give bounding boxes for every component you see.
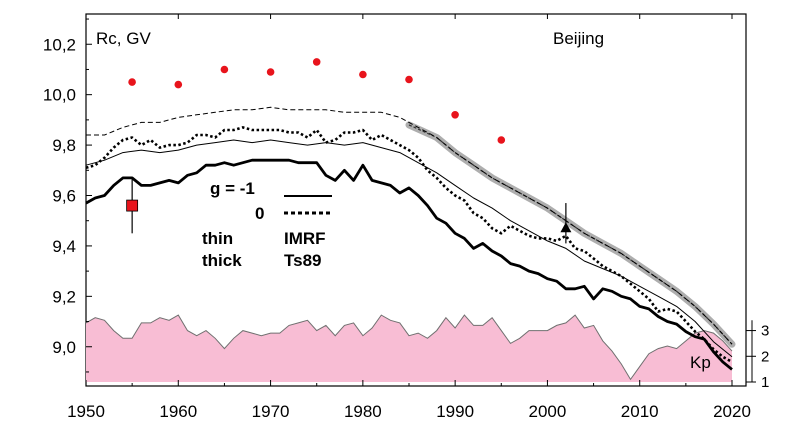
kp-tick-label: 1 xyxy=(761,374,769,391)
y-axis-label: Rc, GV xyxy=(96,29,151,48)
y-tick-label: 9,6 xyxy=(52,187,76,206)
series-layer xyxy=(85,106,733,371)
red-dot xyxy=(312,58,321,66)
red-dot xyxy=(174,80,183,89)
kp-tick-label: 2 xyxy=(761,348,769,365)
x-tick-label: 1990 xyxy=(436,402,474,421)
y-axis: 9,0 9,2 9,4 9,6 9,8 10,0 10,2 xyxy=(43,18,92,373)
x-tick-label: 1970 xyxy=(252,402,290,421)
x-tick-label: 1950 xyxy=(67,402,105,421)
x-axis: 1950 1960 1970 1980 1990 2000 2010 2020 xyxy=(67,14,751,421)
kp-area xyxy=(86,315,732,382)
red-dot xyxy=(266,68,275,76)
kp-layer xyxy=(85,314,733,382)
legend-thick: thick xyxy=(202,251,242,270)
x-tick-label: 2000 xyxy=(529,402,567,421)
red-dot xyxy=(497,136,506,144)
plot-frame xyxy=(85,13,747,387)
legend-g-zero: 0 xyxy=(255,204,264,223)
y-tick-label: 9,2 xyxy=(52,287,76,306)
red-dot xyxy=(128,78,136,86)
red-square xyxy=(126,199,139,212)
kp-axis: 1 2 3 xyxy=(746,320,769,391)
kp-tick-label: 3 xyxy=(761,323,769,340)
red-dot xyxy=(359,70,367,79)
series-solid-thick xyxy=(85,158,733,371)
red-dot xyxy=(405,75,413,84)
y-tick-label: 10,0 xyxy=(43,86,76,105)
series-dashed-thin xyxy=(86,106,733,345)
marker-layer xyxy=(126,58,572,244)
red-dot xyxy=(451,111,459,119)
kp-label: Kp xyxy=(690,353,711,372)
y-tick-label: 9,0 xyxy=(52,338,76,357)
legend-ts89: Ts89 xyxy=(284,251,322,270)
location-label: Beijing xyxy=(553,29,604,48)
series-solid-thin xyxy=(85,139,733,358)
y-tick-label: 10,2 xyxy=(43,35,76,54)
x-tick-label: 2020 xyxy=(713,402,751,421)
legend-imrf: IMRF xyxy=(284,229,326,248)
legend-g-minus1: g = -1 xyxy=(210,179,255,198)
x-tick-label: 1960 xyxy=(159,402,197,421)
x-tick-label: 1980 xyxy=(344,402,382,421)
y-tick-label: 9,8 xyxy=(52,136,76,155)
y-tick-label: 9,4 xyxy=(52,237,76,256)
series-dotted-thick xyxy=(85,126,733,364)
red-dot xyxy=(220,65,229,74)
x-tick-label: 2010 xyxy=(621,402,659,421)
triangle-marker xyxy=(560,222,572,233)
kp-line xyxy=(85,314,733,381)
legend-thin: thin xyxy=(202,229,233,248)
